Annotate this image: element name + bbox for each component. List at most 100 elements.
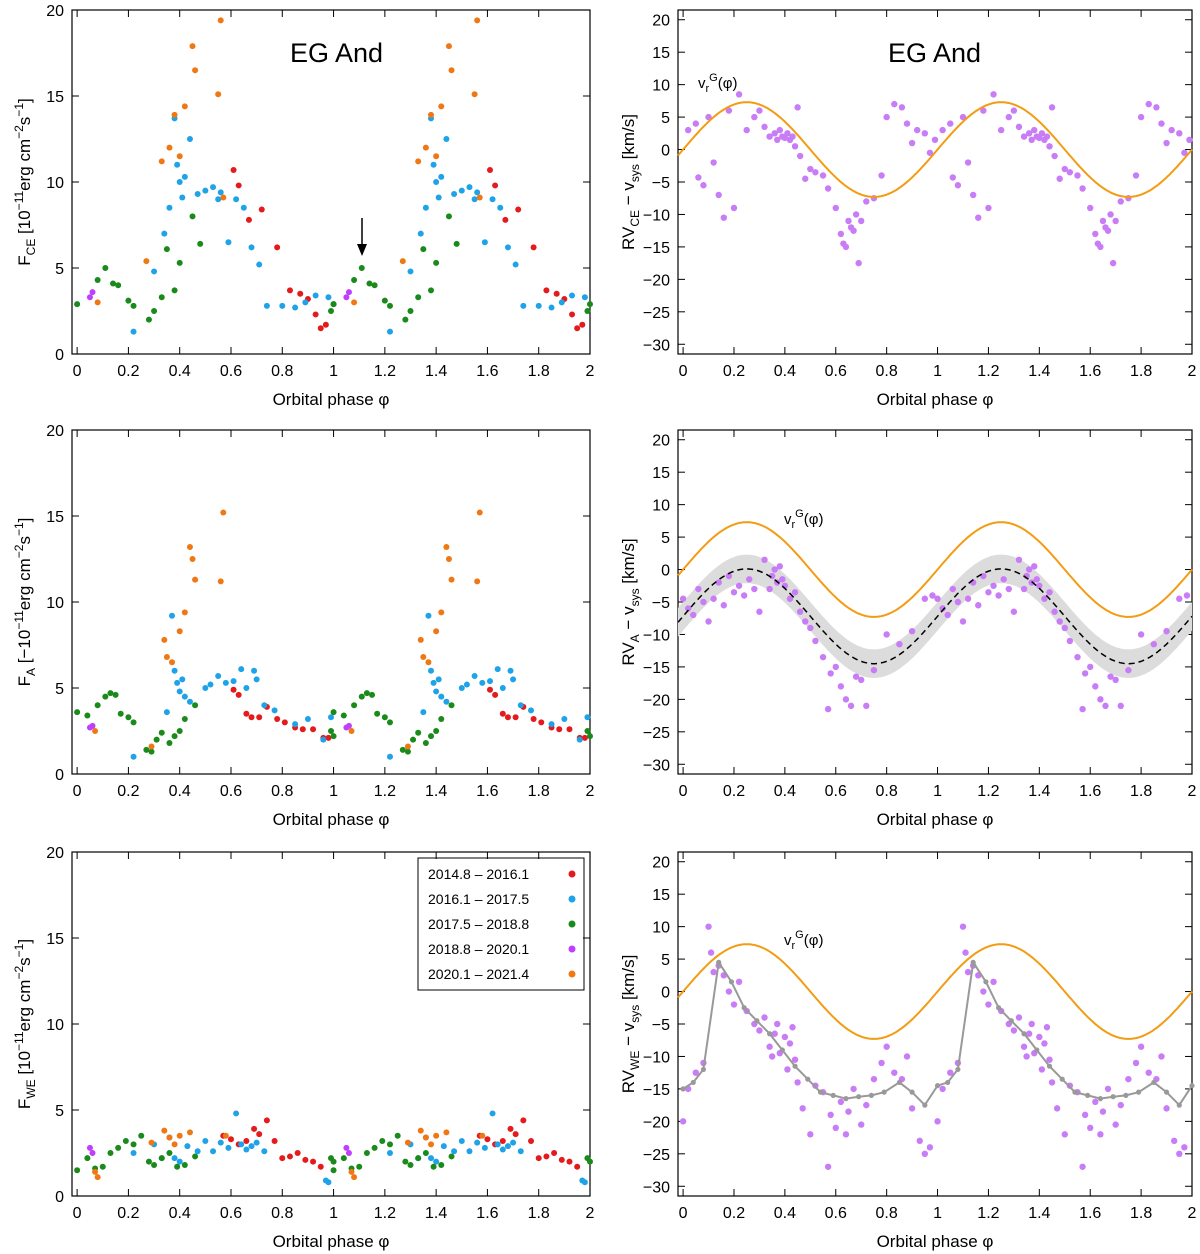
rv-we-mean-node-11	[817, 1089, 824, 1095]
point-a_flux-s0-3-0	[248, 714, 255, 721]
rv-point-ce_rv-3-1	[954, 182, 962, 189]
point-we_flux-s0-12-1	[566, 1158, 573, 1165]
rv-point-a_rv-43-0	[908, 628, 916, 635]
rv-point-a_rv-42-0	[896, 640, 903, 648]
point-we_flux-s1-15-1	[504, 1143, 511, 1150]
rv-point-ce_rv-23-0	[789, 133, 796, 140]
rv-point-ce_rv-12-0	[751, 113, 758, 121]
ytick-label-we_flux-2: 10	[46, 1017, 64, 1034]
ytick-label-ce_rv-7: −15	[643, 240, 670, 257]
rv-point-a_rv-41-1	[1137, 631, 1145, 638]
xtick-label-we_rv-5: 1	[933, 1205, 942, 1222]
rv-point-we_rv-16-1	[1020, 1043, 1028, 1050]
rv-point-a_rv-0-0	[679, 595, 687, 602]
rv-point-a_rv-6-1	[964, 595, 972, 602]
ytick-label-we_rv-8: −20	[643, 1114, 670, 1131]
point-we_flux-s3-1-0	[89, 1150, 96, 1156]
point-we_flux-s1-8-1	[458, 1137, 465, 1144]
point-a_flux-s4-6-1	[438, 609, 445, 616]
rv-point-a_rv-3-1	[949, 585, 957, 593]
rv-point-ce_rv-13-0	[756, 107, 763, 114]
orbit-curve-ce_rv	[677, 101, 1193, 198]
point-ce_flux-s1-11-1	[458, 187, 465, 194]
point-ce_flux-s0-7-1	[574, 325, 581, 332]
point-a_flux-s4-2-0	[161, 636, 168, 643]
rv-point-a_rv-0-1	[934, 595, 941, 602]
point-ce_flux-s1-14-1	[474, 189, 481, 196]
point-a_flux-s4-1-0	[148, 743, 155, 750]
point-we_flux-s0-13-0	[317, 1163, 324, 1170]
point-we_flux-s1-12-0	[233, 1110, 240, 1117]
ytick-label-a_rv-3: 5	[661, 530, 670, 547]
ytick-label-a_flux-0: 0	[55, 767, 64, 784]
point-ce_flux-s0-9-1	[486, 166, 493, 173]
point-ce_flux-s4-1-0	[143, 258, 150, 265]
point-ce_flux-s2-16-0	[330, 301, 337, 308]
rv-point-we_rv-26-0	[794, 1079, 801, 1086]
rv-we-mean-node-18	[909, 1089, 915, 1095]
rv-point-ce_rv-21-0	[784, 130, 791, 137]
rv-point-a_rv-12-0	[740, 592, 748, 599]
point-a_flux-s1-23-1	[584, 714, 591, 721]
point-a_flux-s1-1-1	[420, 709, 427, 716]
rv-point-ce_rv-14-1	[1015, 123, 1023, 131]
point-we_flux-s1-13-0	[238, 1141, 245, 1148]
point-a_flux-s2-2-0	[94, 702, 101, 709]
point-a_flux-s4-1-1	[404, 743, 411, 750]
point-we_flux-s1-9-0	[210, 1148, 217, 1155]
point-a_flux-s0-2-1	[499, 710, 506, 717]
xtick-label-a_flux-10: 2	[586, 783, 595, 800]
rv-point-a_rv-44-1	[1176, 595, 1183, 602]
point-we_flux-s1-14-1	[499, 1146, 506, 1153]
rv-point-ce_rv-52-1	[1181, 149, 1188, 156]
rv-point-a_rv-21-1	[1031, 563, 1038, 570]
xtick-label-a_flux-2: 0.4	[169, 783, 191, 800]
rv-point-a_rv-11-0	[735, 582, 743, 589]
rv-point-ce_rv-15-1	[1020, 133, 1028, 140]
point-a_flux-s2-6-0	[117, 710, 124, 717]
point-we_flux-s0-5-1	[512, 1131, 519, 1138]
point-we_flux-s3-1-1	[345, 1150, 352, 1156]
point-ce_flux-s1-22-1	[548, 304, 555, 311]
ytick-label-a_flux-4: 20	[46, 423, 64, 440]
point-we_flux-s2-9-1	[402, 1158, 409, 1165]
point-a_flux-s1-22-1	[576, 736, 583, 743]
ytick-label-ce_rv-6: −10	[643, 207, 670, 224]
point-a_flux-s0-4-0	[256, 714, 263, 721]
rv-point-ce_rv-2-1	[949, 174, 957, 181]
rv-point-a_rv-27-1	[1056, 618, 1063, 625]
rv-point-a_rv-45-1	[1183, 592, 1191, 599]
point-ce_flux-s0-9-0	[230, 166, 237, 173]
point-ce_flux-s2-4-1	[371, 282, 378, 289]
point-ce_flux-s2-15-1	[584, 308, 591, 314]
rv-point-we_rv-45-1	[1158, 1053, 1165, 1060]
xtick-label-a_rv-1: 0.2	[723, 783, 745, 800]
rv-point-we_rv-25-1	[1046, 1056, 1053, 1063]
point-a_flux-s2-4-0	[107, 690, 114, 697]
point-a_flux-s1-21-0	[304, 715, 311, 722]
point-ce_flux-s1-20-0	[263, 302, 270, 309]
rv-point-a_rv-2-0	[690, 611, 697, 619]
rv-point-ce_rv-45-1	[1137, 113, 1145, 121]
rv-point-we_rv-49-1	[1181, 1144, 1188, 1151]
point-we_flux-s2-11-0	[158, 1155, 165, 1162]
rv-point-we_rv-46-0	[908, 1105, 916, 1112]
xtick-label-a_rv-2: 0.4	[774, 783, 796, 800]
xtick-label-we_flux-8: 1.6	[476, 1205, 498, 1222]
point-we_flux-s2-4-0	[107, 1150, 114, 1156]
rv-point-a_rv-40-1	[1125, 666, 1132, 674]
rv-point-a_rv-25-0	[791, 589, 799, 596]
rv-point-we_rv-27-0	[799, 1105, 806, 1112]
rv-point-a_rv-40-0	[870, 666, 878, 674]
rv-point-ce_rv-48-1	[1158, 120, 1165, 127]
rv-point-a_rv-26-0	[796, 608, 804, 615]
point-ce_flux-s2-12-1	[433, 259, 440, 266]
rv-point-ce_rv-1-0	[692, 120, 700, 127]
xtick-label-we_flux-10: 2	[586, 1205, 595, 1222]
point-we_flux-s1-4-1	[428, 1155, 435, 1162]
rv-we-mean-node-9	[792, 1063, 798, 1069]
ytick-label-a_rv-6: −10	[643, 627, 670, 644]
xtick-label-we_rv-8: 1.6	[1079, 1205, 1101, 1222]
rv-point-a_rv-25-1	[1046, 589, 1053, 596]
xtick-label-we_flux-2: 0.4	[169, 1205, 191, 1222]
